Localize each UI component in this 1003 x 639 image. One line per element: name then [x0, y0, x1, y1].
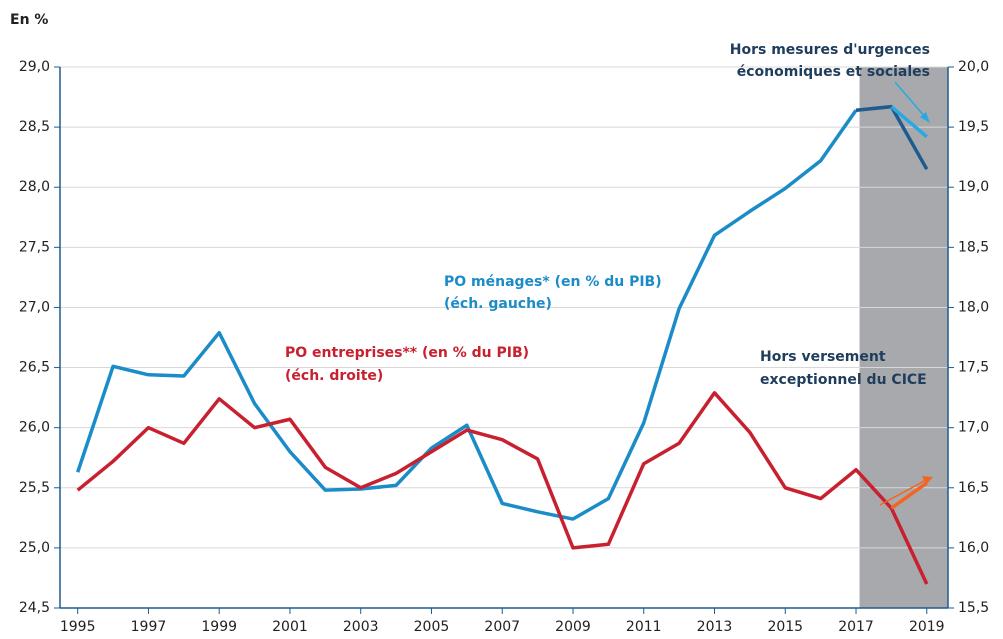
y2-tick-label: 17,5 [958, 360, 989, 376]
series-label: PO entreprises** (en % du PIB) [285, 345, 529, 361]
series-line [76, 109, 858, 521]
arrow-head [920, 112, 930, 123]
series-label: PO ménages* (en % du PIB) [444, 274, 662, 290]
x-tick-label: 2011 [626, 619, 662, 635]
y-tick-label: 28,0 [19, 179, 50, 195]
series-line [76, 391, 929, 585]
y-tick-label: 28,5 [19, 119, 50, 135]
annotation-arrow [879, 479, 927, 506]
y2-tick-label: 19,0 [958, 179, 989, 195]
y-tick-label: 29,0 [19, 59, 50, 75]
y-axis-label: En % [10, 12, 48, 28]
y-tick-label: 25,5 [19, 480, 50, 496]
x-tick-label: 2003 [343, 619, 379, 635]
x-tick-label: 2013 [697, 619, 733, 635]
shaded-region [859, 67, 948, 608]
x-tick-label: 1999 [201, 619, 237, 635]
x-tick-label: 2019 [909, 619, 945, 635]
y2-tick-label: 20,0 [958, 59, 989, 75]
x-tick-label: 2005 [414, 619, 450, 635]
annotation: Hors mesures d'urgences [730, 42, 930, 58]
y2-tick-label: 17,0 [958, 420, 989, 436]
y-tick-label: 26,0 [19, 420, 50, 436]
y-tick-label: 26,5 [19, 360, 50, 376]
x-tick-label: 2007 [484, 619, 520, 635]
series-line [890, 105, 928, 139]
series-line [890, 481, 928, 510]
x-tick-label: 2009 [555, 619, 591, 635]
x-tick-label: 1997 [131, 619, 167, 635]
y2-tick-label: 19,5 [958, 119, 989, 135]
x-tick-label: 2001 [272, 619, 308, 635]
series-note: (éch. droite) [285, 368, 383, 384]
y-tick-label: 25,0 [19, 540, 50, 556]
annotation: économiques et sociales [737, 64, 930, 80]
y2-tick-label: 16,0 [958, 540, 989, 556]
annotation-arrow [894, 81, 927, 119]
x-tick-label: 1995 [60, 619, 96, 635]
y2-tick-label: 15,5 [958, 600, 989, 616]
annotation: exceptionnel du CICE [760, 372, 927, 388]
x-tick-label: 2015 [767, 619, 803, 635]
series-line [855, 104, 929, 171]
y-tick-label: 27,0 [19, 299, 50, 315]
y2-tick-label: 16,5 [958, 480, 989, 496]
annotation: Hors versement [760, 349, 886, 365]
y-tick-label: 27,5 [19, 239, 50, 255]
y2-tick-label: 18,5 [958, 239, 989, 255]
y-tick-label: 24,5 [19, 600, 50, 616]
y2-tick-label: 18,0 [958, 299, 989, 315]
x-tick-label: 2017 [838, 619, 874, 635]
series-note: (éch. gauche) [444, 296, 552, 312]
arrow-head [922, 476, 933, 485]
